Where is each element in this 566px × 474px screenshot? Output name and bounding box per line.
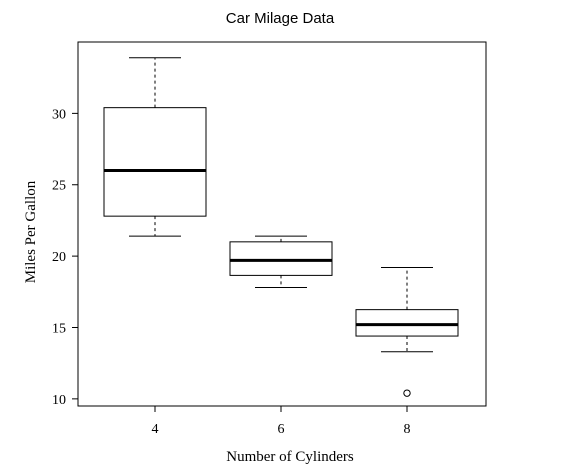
x-axis-label: Number of Cylinders: [226, 449, 354, 465]
box-6-cylinders: [229, 235, 333, 289]
y-tick-label: 30: [52, 107, 66, 122]
y-axis-label: Miles Per Gallon: [23, 180, 39, 283]
y-tick-label: 25: [52, 179, 66, 194]
y-tick-label: 15: [52, 321, 66, 336]
x-tick-label: 6: [278, 422, 285, 437]
box-4-cylinders: [103, 57, 207, 237]
box-8-cylinders: [355, 267, 459, 397]
outlier-point: [403, 389, 411, 397]
iqr-box: [103, 107, 207, 217]
x-axis: 4 6 8: [152, 405, 411, 437]
boxes-group: [103, 57, 459, 397]
y-tick-label: 20: [52, 250, 66, 265]
chart-title: Car Milage Data: [226, 10, 335, 27]
iqr-box: [229, 241, 333, 276]
iqr-box: [355, 309, 459, 337]
y-tick-label: 10: [52, 393, 66, 408]
y-axis: 10 15 20 25 30: [52, 107, 79, 408]
x-tick-label: 8: [404, 422, 411, 437]
x-tick-label: 4: [152, 422, 159, 437]
